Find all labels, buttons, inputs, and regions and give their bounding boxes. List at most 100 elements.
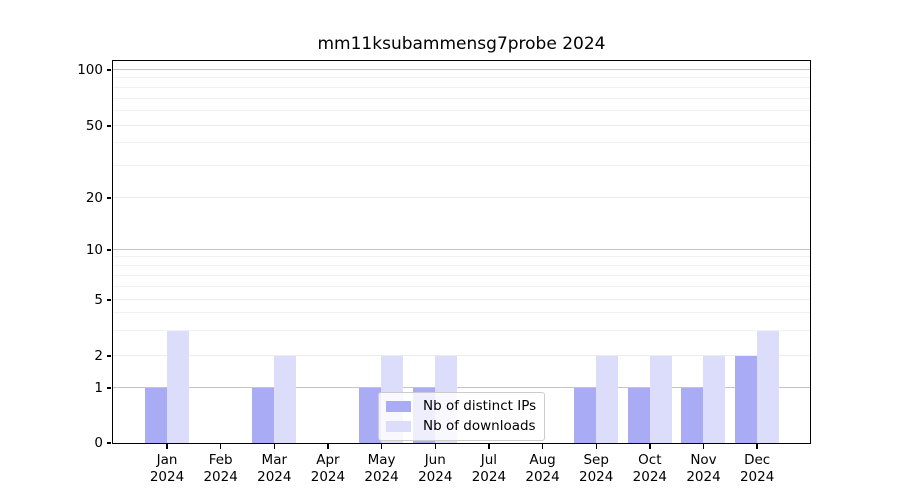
x-tick-label-apr: Apr 2024 bbox=[297, 452, 359, 485]
x-tick-year-oct: 2024 bbox=[632, 468, 668, 485]
gridline-20 bbox=[112, 196, 810, 198]
y-tick-20 bbox=[106, 197, 111, 199]
y-tick-label-2: 2 bbox=[94, 348, 103, 365]
x-tick-label-mar: Mar 2024 bbox=[243, 452, 305, 485]
y-tick-0 bbox=[106, 442, 111, 444]
x-tick-dec bbox=[756, 444, 758, 449]
y-tick-100 bbox=[106, 69, 111, 71]
y-tick-label-20: 20 bbox=[85, 189, 103, 206]
legend-label-downloads: Nb of downloads bbox=[423, 418, 536, 434]
x-tick-jul bbox=[488, 444, 490, 449]
legend-label-distinct-ips: Nb of distinct IPs bbox=[423, 398, 537, 414]
bar-downloads-oct bbox=[649, 355, 672, 443]
x-tick-year-nov: 2024 bbox=[686, 468, 721, 485]
legend-row-distinct-ips: Nb of distinct IPs bbox=[386, 398, 536, 415]
bar-downloads-jan bbox=[166, 331, 189, 443]
legend-swatch-distinct-ips bbox=[386, 401, 411, 412]
y-tick-label-0: 0 bbox=[94, 435, 103, 451]
y-tick-label-100: 100 bbox=[77, 62, 103, 78]
x-tick-month-oct: Oct bbox=[638, 452, 662, 468]
x-tick-jan bbox=[166, 444, 168, 449]
y-tick-2 bbox=[106, 355, 111, 357]
x-tick-aug bbox=[541, 444, 544, 449]
bar-downloads-mar bbox=[274, 355, 297, 443]
x-tick-label-nov: Nov 2024 bbox=[673, 452, 735, 485]
y-tick-10 bbox=[106, 249, 111, 251]
x-tick-label-dec: Dec 2024 bbox=[726, 452, 788, 485]
x-tick-year-aug: 2024 bbox=[525, 468, 560, 485]
bar-downloads-dec bbox=[756, 331, 779, 443]
x-tick-label-sep: Sep 2024 bbox=[565, 452, 627, 485]
x-tick-oct bbox=[649, 444, 651, 449]
bar-distinct-ips-nov bbox=[681, 387, 704, 443]
x-tick-label-feb: Feb 2024 bbox=[190, 452, 252, 485]
legend: Nb of distinct IPs Nb of downloads bbox=[378, 392, 545, 441]
x-tick-month-feb: Feb bbox=[208, 452, 233, 468]
x-tick-year-dec: 2024 bbox=[739, 468, 775, 485]
x-tick-nov bbox=[702, 444, 705, 449]
x-tick-label-aug: Aug 2024 bbox=[512, 452, 574, 485]
x-tick-year-sep: 2024 bbox=[579, 468, 614, 485]
gridline-5 bbox=[112, 298, 810, 300]
y-tick-label-10: 10 bbox=[85, 242, 103, 258]
x-tick-label-jan: Jan 2024 bbox=[136, 452, 198, 485]
x-tick-month-jul: Jul bbox=[480, 452, 498, 468]
gridline-minor-9 bbox=[112, 256, 810, 258]
x-tick-year-jul: 2024 bbox=[471, 468, 507, 485]
x-tick-label-may: May 2024 bbox=[351, 452, 413, 485]
gridline-minor-8 bbox=[112, 264, 810, 266]
x-tick-label-jul: Jul 2024 bbox=[458, 452, 520, 485]
x-tick-year-jan: 2024 bbox=[149, 468, 185, 485]
x-tick-month-dec: Dec bbox=[744, 452, 771, 468]
x-tick-month-jan: Jan bbox=[156, 452, 178, 468]
legend-row-downloads: Nb of downloads bbox=[386, 418, 536, 435]
x-tick-month-aug: Aug bbox=[529, 452, 556, 468]
x-tick-jun bbox=[434, 444, 436, 449]
x-tick-year-mar: 2024 bbox=[257, 468, 292, 485]
x-tick-may bbox=[380, 444, 383, 449]
gridline-minor-3 bbox=[112, 330, 810, 332]
x-tick-year-jun: 2024 bbox=[418, 468, 453, 485]
gridline-100 bbox=[112, 68, 810, 70]
x-tick-year-may: 2024 bbox=[364, 468, 399, 485]
x-tick-month-apr: Apr bbox=[316, 452, 340, 468]
y-tick-label-50: 50 bbox=[85, 118, 103, 135]
gridline-minor-40 bbox=[112, 142, 810, 144]
x-tick-feb bbox=[219, 444, 222, 449]
gridline-minor-90 bbox=[112, 77, 810, 79]
y-tick-5 bbox=[106, 299, 111, 301]
x-tick-month-may: May bbox=[367, 452, 396, 468]
x-tick-mar bbox=[273, 444, 275, 449]
y-tick-1 bbox=[106, 387, 111, 389]
bar-distinct-ips-sep bbox=[573, 387, 596, 443]
chart-title: mm11ksubammensg7probe 2024 bbox=[317, 34, 606, 54]
gridline-minor-60 bbox=[112, 110, 810, 112]
bar-distinct-ips-oct bbox=[627, 387, 650, 443]
bar-distinct-ips-may bbox=[359, 387, 382, 443]
gridline-minor-7 bbox=[112, 274, 810, 276]
x-tick-sep bbox=[595, 444, 597, 449]
legend-swatch-downloads bbox=[386, 421, 411, 432]
x-tick-month-jun: Jun bbox=[424, 452, 446, 468]
x-tick-label-oct: Oct 2024 bbox=[619, 452, 681, 485]
bar-distinct-ips-dec bbox=[734, 355, 757, 443]
bar-distinct-ips-mar bbox=[252, 387, 275, 443]
gridline-minor-30 bbox=[112, 164, 810, 166]
y-tick-label-5: 5 bbox=[94, 292, 103, 309]
y-tick-50 bbox=[106, 125, 111, 127]
bar-distinct-ips-jan bbox=[144, 387, 167, 443]
x-tick-year-feb: 2024 bbox=[203, 468, 238, 485]
plot-area bbox=[111, 59, 811, 444]
bar-downloads-sep bbox=[595, 355, 618, 443]
x-tick-label-jun: Jun 2024 bbox=[404, 452, 466, 485]
x-tick-month-mar: Mar bbox=[261, 452, 288, 468]
x-tick-year-apr: 2024 bbox=[310, 468, 346, 485]
x-tick-month-sep: Sep bbox=[583, 452, 609, 468]
gridline-50 bbox=[112, 124, 810, 126]
x-tick-month-nov: Nov bbox=[690, 452, 717, 468]
y-tick-label-1: 1 bbox=[94, 379, 103, 396]
gridline-minor-70 bbox=[112, 97, 810, 99]
bar-downloads-nov bbox=[703, 355, 726, 443]
x-tick-apr bbox=[327, 444, 329, 449]
gridline-10 bbox=[112, 248, 810, 250]
